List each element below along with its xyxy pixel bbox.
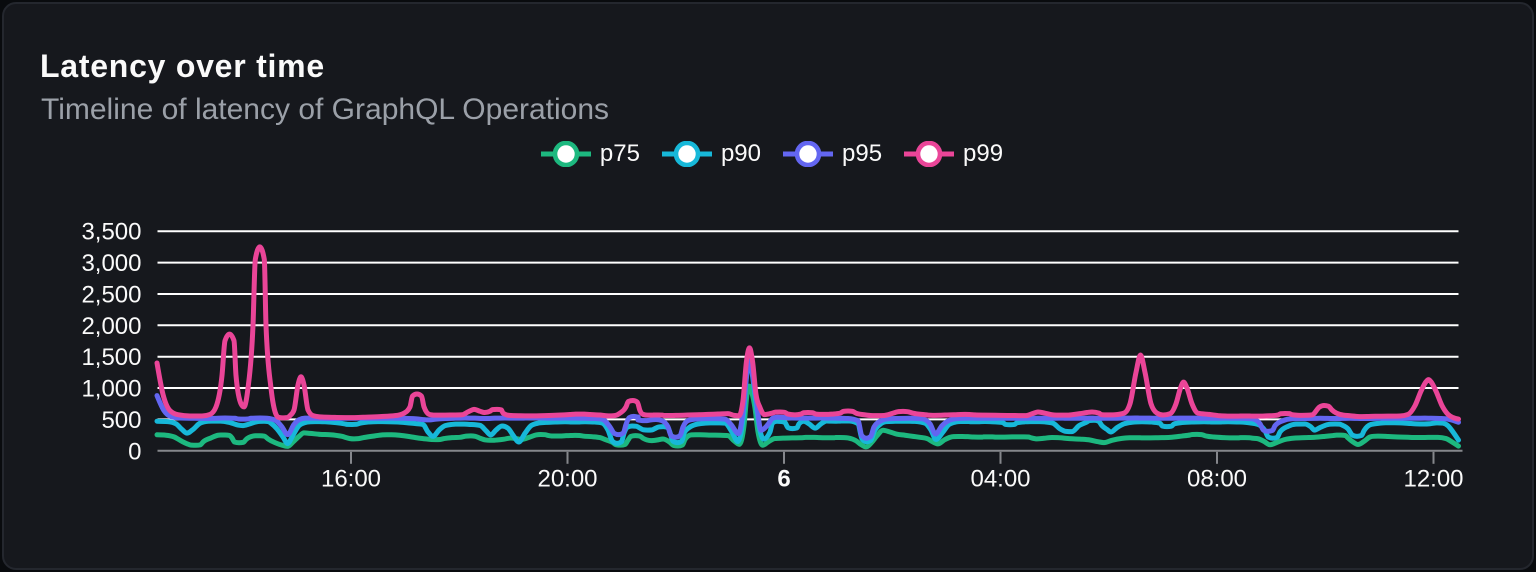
svg-text:1,000: 1,000 xyxy=(81,376,141,403)
svg-text:500: 500 xyxy=(101,407,141,434)
svg-text:04:00: 04:00 xyxy=(970,466,1030,493)
svg-text:12:00: 12:00 xyxy=(1403,466,1463,493)
svg-text:20:00: 20:00 xyxy=(537,466,597,493)
svg-text:08:00: 08:00 xyxy=(1187,466,1247,493)
svg-text:16:00: 16:00 xyxy=(321,466,381,493)
svg-text:0: 0 xyxy=(128,438,141,465)
svg-text:1,500: 1,500 xyxy=(81,344,141,371)
svg-text:3,000: 3,000 xyxy=(81,250,141,277)
svg-text:3,500: 3,500 xyxy=(81,219,141,246)
svg-text:2,500: 2,500 xyxy=(81,281,141,308)
svg-text:2,000: 2,000 xyxy=(81,313,141,340)
svg-text:6: 6 xyxy=(777,466,790,493)
